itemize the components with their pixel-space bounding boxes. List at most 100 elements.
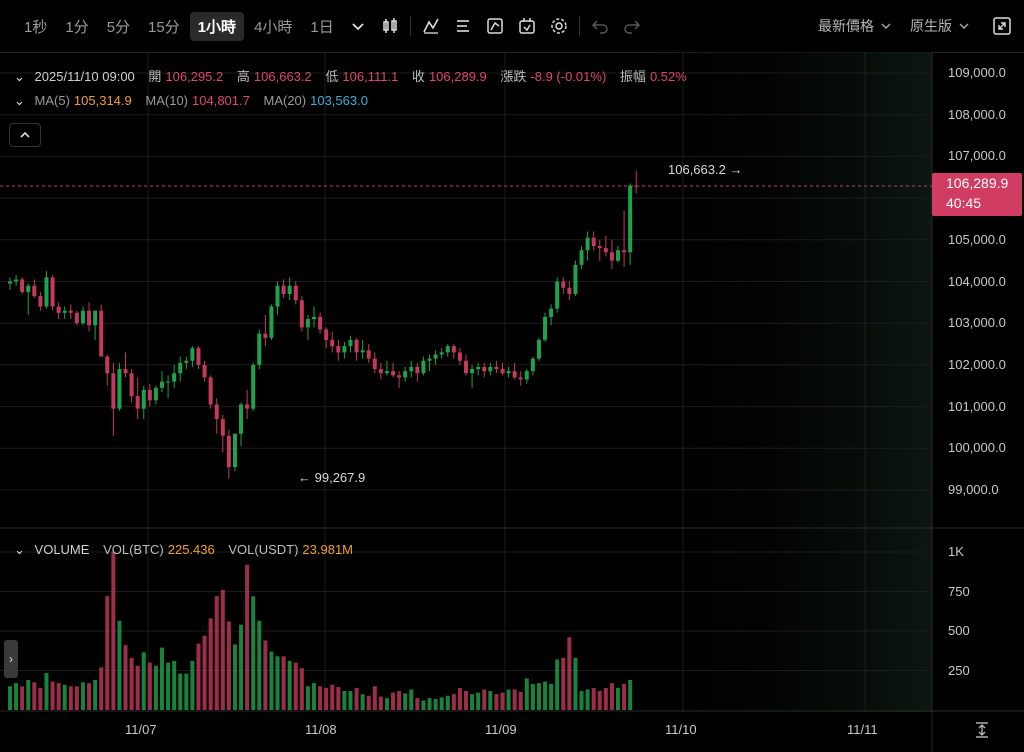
candle-body [555,281,560,309]
candlestick-chart[interactable] [0,52,1024,752]
list-icon[interactable] [449,12,477,40]
candle-body [269,306,274,338]
chevron-down-icon [881,23,891,29]
volume-bar [220,589,225,710]
template-icon[interactable] [513,12,541,40]
volume-bar [628,679,633,710]
timeframe-0[interactable]: 1秒 [24,18,48,36]
candle-body [421,360,426,374]
change-label: 漲跌 [500,69,527,84]
candle-body [208,377,213,405]
candle-body [251,364,256,409]
volume-tick-label: 1K [948,544,964,559]
volume-bar [147,662,152,710]
collapse-indicators-button[interactable] [9,123,41,147]
volume-bar [476,692,481,710]
candle-body [202,364,207,378]
ohlc-date: 2025/11/10 09:00 [34,69,135,84]
candle-body [415,366,420,374]
fullscreen-icon[interactable] [988,12,1016,40]
volume-bar [8,686,12,710]
volume-tick-label: 250 [948,662,970,678]
volume-bar [196,643,201,710]
timeframe-5[interactable]: 4小時 [254,18,293,36]
candle-body [397,375,402,378]
candle-body [482,366,487,372]
volume-bar [415,698,420,710]
scale-mode-dropdown[interactable]: 原生版 [910,16,970,36]
candle-body [166,381,171,383]
timeframe-1[interactable]: 1分 [65,18,89,36]
chevron-down-icon[interactable] [344,12,372,40]
change-value: -8.9 (-0.01%) [530,69,607,84]
volume-bar [506,689,511,710]
candle-body [488,366,493,372]
candle-body [506,371,511,374]
timeframe-4[interactable]: 1小時 [189,11,245,41]
volume-bar [93,679,98,710]
price-tick-label: 104,000.0 [948,273,1006,289]
toolbar-right: 最新價格 原生版 [818,0,1024,52]
timeframe-3[interactable]: 15分 [148,18,180,36]
price-type-dropdown[interactable]: 最新價格 [818,16,892,36]
scale-reset-icon[interactable] [972,720,992,740]
candle-body [324,329,329,340]
volume-bar [305,686,310,710]
candle-body [585,237,590,251]
volume-bar [360,694,365,710]
candlestick-type-icon[interactable] [376,12,404,40]
drawing-tools-icon[interactable] [481,12,509,40]
candle-body [172,373,177,382]
candle-body [32,285,37,297]
candle-body [312,316,316,320]
chevron-down-icon [959,23,969,29]
timeframe-2[interactable]: 5分 [106,18,131,36]
volume-bar [391,692,396,710]
candle-body [68,310,73,313]
candle-body [536,339,541,359]
side-panel-toggle[interactable]: › [4,640,18,678]
candle-body [476,366,481,370]
redo-icon[interactable] [618,12,646,40]
volume-bar [62,684,67,710]
chevron-down-icon[interactable]: ⌄ [14,93,25,108]
candle-body [512,371,517,378]
chevron-down-icon[interactable]: ⌄ [14,69,25,84]
indicator-icon[interactable] [417,12,445,40]
date-tick-label: 11/10 [665,722,697,737]
candle-body [634,185,639,187]
candle-body [111,373,116,409]
candle-body [330,339,335,347]
volume-bar [160,647,164,710]
candle-body [99,310,104,357]
candle-body [543,316,548,340]
volume-tick-label: 500 [948,623,970,638]
volume-bar [494,694,499,710]
chevron-down-icon[interactable]: ⌄ [14,542,25,557]
candle-body [245,404,250,409]
timeframe-6[interactable]: 1日 [310,18,334,36]
candle-body [20,279,25,292]
volume-bar [616,687,620,710]
volume-bar [50,681,55,710]
candle-body [403,371,408,378]
volume-bar [573,657,578,710]
volume-bar [226,621,231,710]
settings-gear-icon[interactable] [545,12,573,40]
candle-body [74,312,79,324]
volume-info: ⌄ VOLUME VOL(BTC) 225.436 VOL(USDT) 23.981… [14,542,363,558]
volume-bar [153,665,158,710]
candle-body [433,354,438,359]
background-glow [640,52,932,712]
candle-body [50,277,55,307]
price-tick-label: 103,000.0 [948,315,1006,331]
price-tick-label: 109,000.0 [948,65,1006,80]
volume-bar [257,620,262,710]
volume-bar [342,691,347,710]
candle-body [561,281,566,288]
close-value: 106,289.9 [428,69,487,84]
volume-bar [597,691,602,710]
undo-icon[interactable] [586,12,614,40]
candle-body [196,348,201,365]
volume-bar [403,693,408,710]
